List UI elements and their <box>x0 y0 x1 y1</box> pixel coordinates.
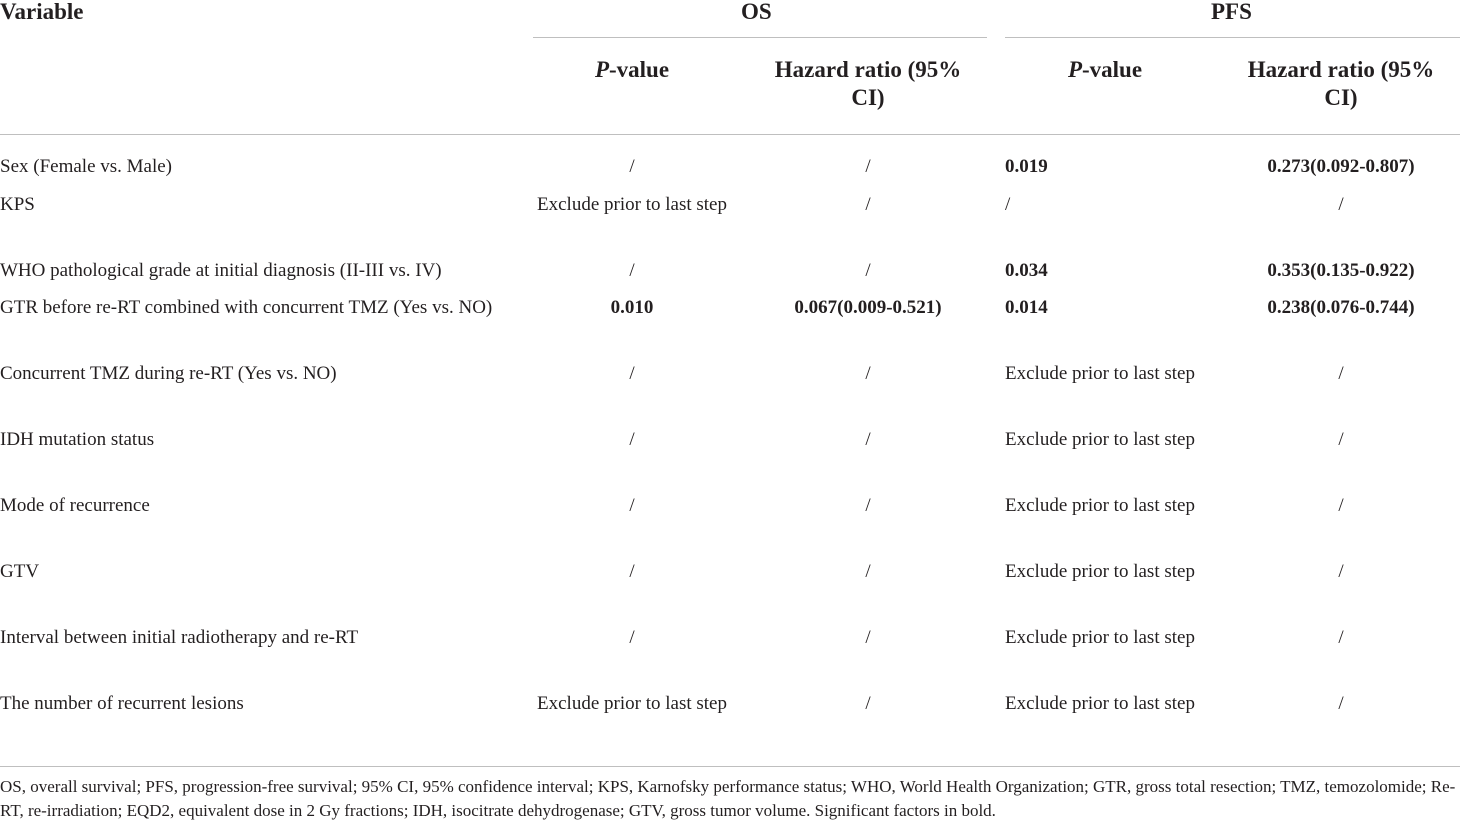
cell-os-hazard-ratio: / <box>865 156 871 177</box>
pfs-group-rule <box>1005 37 1460 38</box>
cell-os-pvalue: / <box>629 495 635 516</box>
cell-os-hazard-ratio: / <box>865 194 871 215</box>
header-bottom-rule <box>0 134 1460 135</box>
cell-os-hazard-ratio: / <box>865 561 871 582</box>
cell-variable: IDH mutation status <box>0 429 155 450</box>
header-variable: Variable <box>0 0 84 24</box>
cell-variable: Mode of recurrence <box>0 495 150 516</box>
header-pfs-hazard-ratio: Hazard ratio (95% CI) <box>1225 56 1457 112</box>
cell-pfs-pvalue: Exclude prior to last step <box>1005 561 1195 582</box>
pvalue-suffix: -value <box>1082 57 1143 82</box>
cell-os-pvalue: / <box>629 429 635 450</box>
cell-os-hazard-ratio: / <box>865 429 871 450</box>
cell-os-pvalue: / <box>629 156 635 177</box>
hr-line2: CI) <box>851 85 885 110</box>
cell-os-hazard-ratio: 0.067(0.009-0.521) <box>794 297 942 318</box>
cell-pfs-hazard-ratio: / <box>1338 693 1344 714</box>
cell-pfs-hazard-ratio: 0.353(0.135-0.922) <box>1267 260 1415 281</box>
cell-variable: GTV <box>0 561 40 582</box>
cell-os-hazard-ratio: / <box>865 693 871 714</box>
cell-os-hazard-ratio: / <box>865 495 871 516</box>
cell-pfs-pvalue: Exclude prior to last step <box>1005 693 1195 714</box>
cell-pfs-pvalue: / <box>1005 194 1011 215</box>
table-bottom-rule <box>0 766 1460 767</box>
cell-variable: Sex (Female vs. Male) <box>0 156 173 177</box>
header-os-hazard-ratio: Hazard ratio (95% CI) <box>752 56 984 112</box>
cell-pfs-pvalue: Exclude prior to last step <box>1005 429 1195 450</box>
cell-pfs-hazard-ratio: / <box>1338 194 1344 215</box>
cell-pfs-pvalue: 0.019 <box>1005 156 1048 177</box>
cell-pfs-pvalue: Exclude prior to last step <box>1005 495 1195 516</box>
cell-pfs-pvalue: 0.014 <box>1005 297 1048 318</box>
header-os: OS <box>741 0 772 24</box>
hr-line2: CI) <box>1324 85 1358 110</box>
cell-os-pvalue: Exclude prior to last step <box>537 693 727 714</box>
table-footnote: OS, overall survival; PFS, progression-f… <box>0 777 1456 820</box>
cell-os-hazard-ratio: / <box>865 363 871 384</box>
hr-line1: Hazard ratio (95% <box>774 57 962 82</box>
os-group-rule <box>533 37 987 38</box>
cell-os-pvalue: 0.010 <box>610 297 654 318</box>
cell-os-pvalue: Exclude prior to last step <box>537 194 727 215</box>
cell-os-hazard-ratio: / <box>865 260 871 281</box>
cell-os-pvalue: / <box>629 260 635 281</box>
pvalue-suffix: -value <box>609 57 670 82</box>
cell-pfs-hazard-ratio: / <box>1338 561 1344 582</box>
cell-pfs-hazard-ratio: / <box>1338 627 1344 648</box>
cell-os-pvalue: / <box>629 627 635 648</box>
cell-variable: Concurrent TMZ during re-RT (Yes vs. NO) <box>0 363 337 384</box>
pvalue-italic-p: P <box>1067 57 1082 82</box>
header-os-pvalue: P-value <box>535 56 729 84</box>
pvalue-italic-p: P <box>594 57 609 82</box>
cell-pfs-hazard-ratio: / <box>1338 495 1344 516</box>
cell-variable: GTR before re-RT combined with concurren… <box>0 297 493 318</box>
cell-pfs-pvalue: 0.034 <box>1005 260 1048 281</box>
cell-pfs-hazard-ratio: 0.273(0.092-0.807) <box>1267 156 1415 177</box>
header-pfs: PFS <box>1211 0 1252 24</box>
cell-pfs-pvalue: Exclude prior to last step <box>1005 627 1195 648</box>
cell-pfs-hazard-ratio: / <box>1338 429 1344 450</box>
cell-variable: The number of recurrent lesions <box>0 693 244 714</box>
hr-line1: Hazard ratio (95% <box>1247 57 1435 82</box>
cell-pfs-pvalue: Exclude prior to last step <box>1005 363 1195 384</box>
cell-variable: WHO pathological grade at initial diagno… <box>0 260 442 281</box>
cell-pfs-hazard-ratio: 0.238(0.076-0.744) <box>1267 297 1415 318</box>
cell-os-pvalue: / <box>629 561 635 582</box>
cell-pfs-hazard-ratio: / <box>1338 363 1344 384</box>
cell-variable: KPS <box>0 194 35 215</box>
cell-variable: Interval between initial radiotherapy an… <box>0 627 359 648</box>
header-pfs-pvalue: P-value <box>1005 56 1205 84</box>
cell-os-hazard-ratio: / <box>865 627 871 648</box>
cell-os-pvalue: / <box>629 363 635 384</box>
